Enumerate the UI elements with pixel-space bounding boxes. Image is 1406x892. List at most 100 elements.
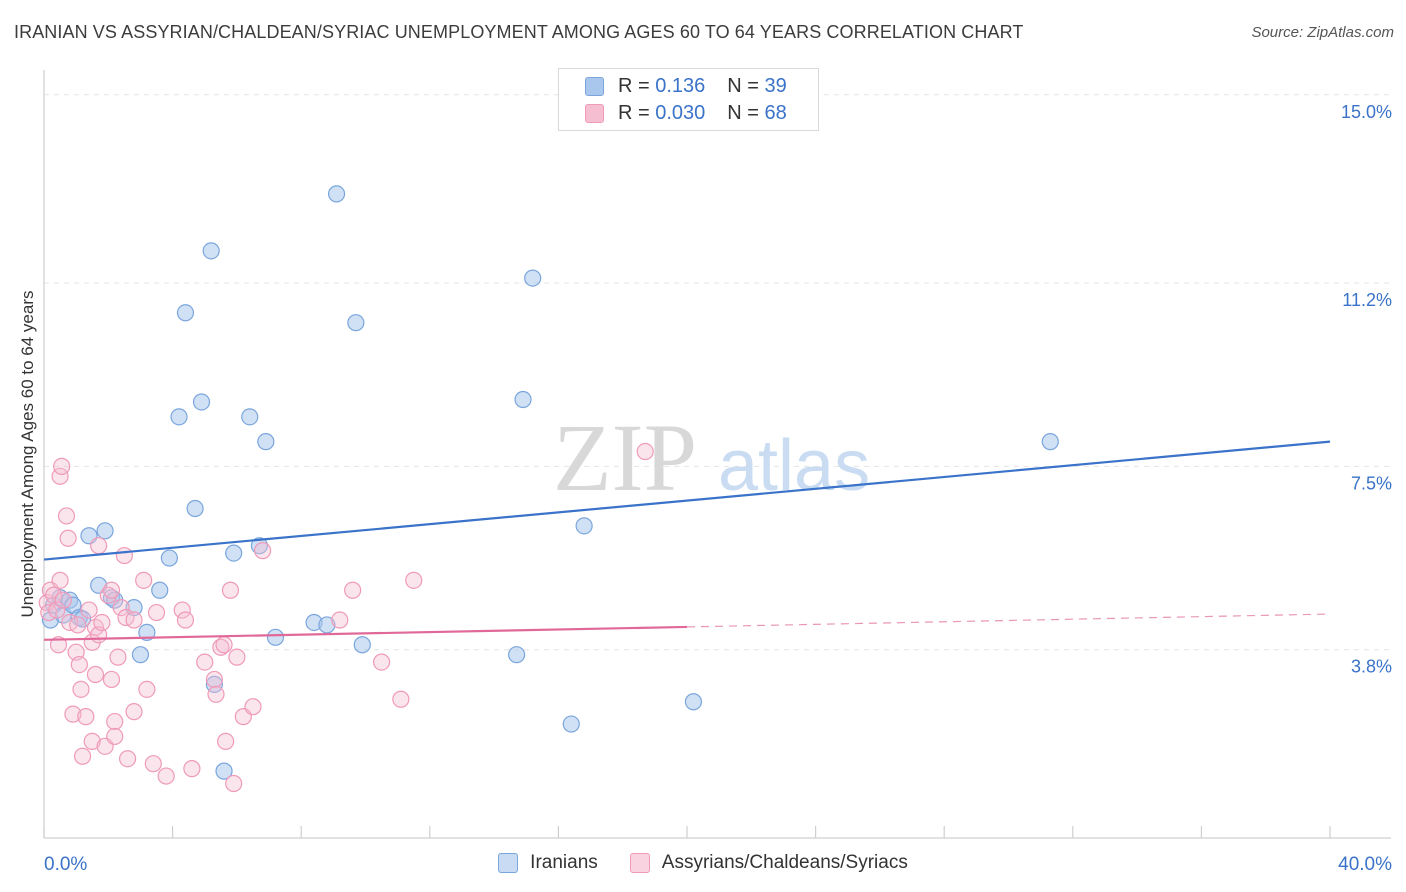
data-point: [138, 623, 156, 641]
y-tick-labels: 3.8% 7.5% 11.2% 15.0%: [1341, 102, 1392, 677]
data-point: [212, 638, 230, 656]
legend-n-label: N =: [727, 101, 759, 124]
data-point: [228, 648, 246, 666]
x-ticks: [43, 826, 1331, 838]
data-point: [112, 598, 130, 617]
series-legend-label: Assyrians/Chaldeans/Syriacs: [661, 852, 908, 873]
legend-row-iranians: R = 0.136 N = 39: [585, 73, 787, 99]
data-point: [562, 715, 580, 733]
data-point: [196, 653, 214, 671]
data-point: [514, 390, 532, 409]
series-legend-label: Iranians: [530, 852, 598, 873]
data-point: [244, 698, 262, 716]
data-point: [207, 685, 225, 703]
data-point: [318, 616, 336, 634]
data-point: [53, 457, 71, 475]
data-point: [183, 760, 201, 778]
data-point: [392, 690, 410, 708]
legend-r-value: 0.030: [655, 101, 706, 124]
legend-row-assyrians: R = 0.030 N = 68: [585, 100, 787, 126]
trend-line-0: [43, 440, 1331, 561]
data-point: [144, 755, 162, 773]
data-point: [684, 693, 703, 711]
trend-lines: [43, 440, 1331, 641]
data-point: [217, 732, 235, 750]
data-point: [221, 581, 240, 599]
data-point: [57, 507, 76, 525]
y-tick-label: 15.0%: [1341, 102, 1392, 122]
data-point: [70, 655, 88, 674]
data-point: [327, 185, 346, 203]
data-point: [83, 732, 101, 750]
legend-n-label: N =: [727, 74, 759, 97]
data-point: [160, 549, 178, 567]
data-point: [72, 680, 90, 698]
data-point: [49, 636, 68, 654]
data-point: [225, 544, 243, 562]
data-point: [73, 747, 92, 765]
legend-swatch-assyrians: [585, 103, 604, 123]
data-point: [257, 433, 275, 451]
trend-line-extension-1: [686, 613, 1331, 628]
watermark-zip: ZIP: [553, 404, 697, 511]
data-point: [115, 546, 133, 565]
data-point: [524, 269, 542, 287]
data-point: [54, 591, 72, 609]
data-point: [118, 750, 137, 768]
y-tick-label: 7.5%: [1351, 473, 1392, 493]
data-point: [138, 680, 156, 698]
data-point: [225, 774, 243, 793]
data-point: [48, 601, 66, 619]
data-point: [157, 767, 175, 785]
axes: [43, 70, 1391, 839]
data-point: [125, 611, 143, 629]
data-point: [125, 703, 143, 721]
y-tick-label: 3.8%: [1351, 657, 1392, 677]
y-tick-label: 11.2%: [1342, 290, 1392, 310]
data-point: [254, 542, 272, 560]
legend-r-label: R =: [618, 101, 650, 124]
data-point: [176, 611, 195, 629]
x-tick-label-max: 40.0%: [1338, 854, 1392, 875]
trend-line-1: [43, 625, 688, 641]
data-point: [135, 571, 153, 589]
data-point: [215, 762, 233, 780]
data-point: [347, 314, 365, 332]
data-point: [93, 613, 111, 632]
legend-r-label: R =: [618, 74, 650, 97]
data-point: [96, 522, 114, 540]
series-legend-item-assyrians[interactable]: Assyrians/Chaldeans/Syriacs: [629, 852, 908, 874]
data-point: [131, 646, 150, 664]
data-point: [186, 499, 204, 518]
legend-n-value: 39: [764, 74, 787, 97]
data-point: [64, 705, 82, 723]
data-point: [1041, 433, 1059, 451]
data-point: [205, 670, 223, 689]
data-point: [59, 529, 77, 547]
data-point: [192, 393, 211, 411]
data-point: [241, 408, 259, 426]
data-point: [106, 712, 124, 731]
chart-title: IRANIAN VS ASSYRIAN/CHALDEAN/SYRIAC UNEM…: [14, 22, 1024, 42]
data-point: [250, 537, 269, 555]
data-point: [331, 611, 349, 629]
data-point: [86, 665, 105, 684]
series-swatch-iranians: [498, 853, 519, 873]
data-point: [77, 708, 95, 726]
y-axis-label: Unemployment Among Ages 60 to 64 years: [18, 291, 37, 618]
data-point: [80, 601, 98, 619]
data-point: [202, 242, 220, 260]
series-points-0: [41, 185, 1059, 780]
data-point: [405, 571, 423, 589]
data-point: [176, 304, 195, 322]
data-point: [102, 670, 121, 689]
watermark: ZIP atlas: [553, 404, 870, 511]
source-label: Source: ZipAtlas.com: [1251, 24, 1394, 41]
grid-lines: [44, 94, 1391, 651]
data-point: [215, 636, 233, 654]
series-legend-item-iranians[interactable]: Iranians: [498, 852, 598, 874]
watermark-atlas: atlas: [718, 426, 870, 506]
data-point: [90, 537, 108, 555]
data-point: [102, 581, 121, 599]
